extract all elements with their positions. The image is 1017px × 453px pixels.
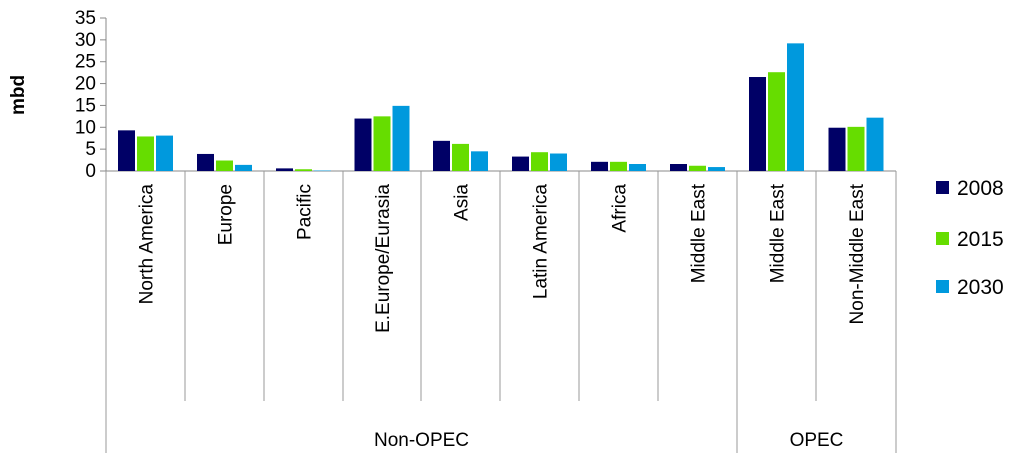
- y-axis-label: mbd: [8, 75, 29, 115]
- bar-2015-4: [452, 143, 469, 171]
- bar-2008-0: [118, 130, 135, 171]
- legend-swatch-2015: [936, 232, 949, 245]
- bar-2030-7: [708, 167, 725, 171]
- bar-2008-9: [828, 127, 846, 171]
- category-label: Europe: [216, 184, 237, 245]
- legend-swatch-2030: [936, 280, 949, 293]
- bar-2008-3: [354, 118, 372, 171]
- bar-2030-9: [866, 117, 884, 171]
- bar-2030-3: [392, 105, 410, 171]
- bar-2030-6: [629, 164, 646, 171]
- bar-2030-4: [471, 151, 488, 171]
- legend-label-2030: 2030: [957, 276, 1004, 299]
- category-label: Africa: [610, 184, 631, 233]
- bar-2008-1: [197, 153, 214, 171]
- category-labels: North America Europe Pacific E.Europe/Euras…: [137, 183, 869, 451]
- bar-2015-8: [768, 72, 785, 171]
- group-label: OPEC: [790, 430, 844, 451]
- bar-2015-0: [137, 136, 154, 171]
- y-tick-label: 35: [75, 8, 96, 29]
- y-tick-label: 15: [75, 95, 96, 116]
- bar-2008-8: [749, 77, 766, 171]
- bar-2015-1: [216, 160, 233, 171]
- bar-2008-7: [670, 164, 687, 171]
- bar-2015-2: [295, 169, 312, 171]
- group-label: Non-OPEC: [374, 430, 469, 451]
- category-label: Middle East: [689, 183, 710, 283]
- y-tick-label: 20: [75, 74, 96, 95]
- bar-2015-3: [373, 116, 391, 171]
- category-label: E.Europe/Eurasia: [373, 184, 394, 333]
- category-label: Latin America: [531, 184, 552, 300]
- bar-2008-5: [512, 156, 529, 171]
- bar-2030-8: [787, 43, 804, 171]
- bar-2030-2: [314, 170, 331, 172]
- bar-2015-5: [531, 152, 548, 171]
- legend-swatch-2008: [936, 181, 949, 194]
- legend-label-2008: 2008: [957, 177, 1004, 200]
- y-tick-label: 5: [85, 139, 96, 160]
- y-tick-label: 10: [75, 117, 96, 138]
- category-label: Asia: [452, 184, 473, 221]
- bar-2015-6: [610, 161, 627, 171]
- category-label: Middle East: [768, 183, 789, 283]
- bar-2008-2: [276, 168, 293, 171]
- y-tick-label: 25: [75, 52, 96, 73]
- legend: 2008 2015 2030: [936, 177, 1004, 299]
- category-label: North America: [137, 184, 158, 305]
- bar-2030-0: [156, 135, 173, 171]
- legend-label-2015: 2015: [957, 228, 1004, 251]
- bar-2015-7: [689, 165, 706, 171]
- bar-2030-5: [550, 153, 567, 171]
- y-tick-label: 0: [85, 161, 96, 182]
- bar-2015-9: [847, 126, 865, 171]
- bar-2030-1: [235, 164, 252, 171]
- category-label: Non-Middle East: [847, 183, 868, 324]
- bar-2008-6: [591, 161, 608, 171]
- category-label: Pacific: [295, 184, 316, 240]
- bar-2008-4: [433, 140, 450, 171]
- y-tick-label: 30: [75, 30, 96, 51]
- bars: [118, 43, 884, 172]
